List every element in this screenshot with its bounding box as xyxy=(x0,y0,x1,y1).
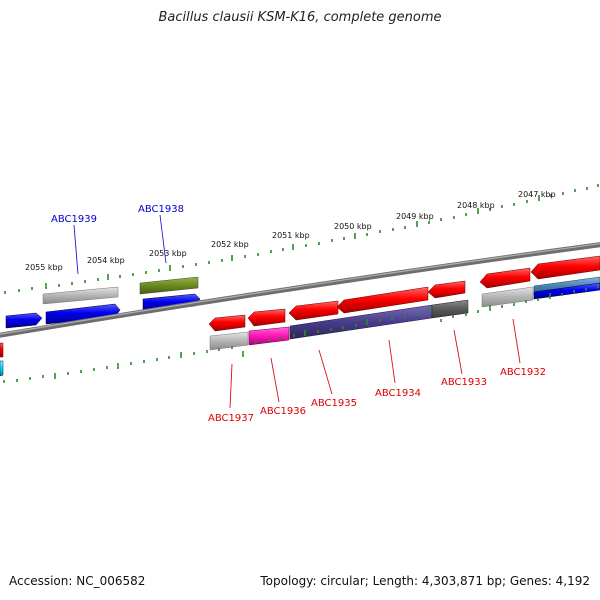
scale-label-2048: 2048 kbp xyxy=(457,201,495,210)
gene-label-abc1939[interactable]: ABC1939 xyxy=(51,214,97,225)
gene-arrow-red-reverse[interactable] xyxy=(336,286,429,314)
scale-label-2047: 2047 kbp xyxy=(518,190,556,199)
gene-arrow-red-reverse[interactable] xyxy=(530,255,600,280)
gene-arrow-grey-forward[interactable] xyxy=(42,286,119,305)
gene-label-abc1933[interactable]: ABC1933 xyxy=(441,377,487,388)
scale-label-2055: 2055 kbp xyxy=(25,263,63,272)
gene-label-abc1937[interactable]: ABC1937 xyxy=(208,413,254,424)
gene-arrow-red-reverse[interactable] xyxy=(247,308,286,327)
accession-text: Accession: NC_006582 xyxy=(9,574,146,588)
inner-tick-ring xyxy=(3,285,599,383)
genome-backbone xyxy=(0,242,600,338)
gene-label-abc1932[interactable]: ABC1932 xyxy=(500,367,546,378)
gene-arrow-olive-forward[interactable] xyxy=(139,276,199,295)
label-leaders-forward xyxy=(73,214,167,275)
gene-label-abc1935[interactable]: ABC1935 xyxy=(311,398,357,409)
gene-label-abc1936[interactable]: ABC1936 xyxy=(260,406,306,417)
scale-label-2050: 2050 kbp xyxy=(334,222,372,231)
gene-arrow-red-reverse[interactable] xyxy=(479,267,531,289)
gene-label-abc1938[interactable]: ABC1938 xyxy=(138,204,184,215)
gene-label-abc1934[interactable]: ABC1934 xyxy=(375,388,421,399)
map-title: Bacillus clausii KSM-K16, complete genom… xyxy=(158,10,442,25)
scale-label-2051: 2051 kbp xyxy=(272,231,310,240)
gene-arrow-red-reverse[interactable] xyxy=(0,342,4,358)
gene-arrow-red-reverse[interactable] xyxy=(427,280,466,299)
gene-arrow-red-reverse[interactable] xyxy=(208,314,246,332)
gene-arrow-red-reverse[interactable] xyxy=(288,300,339,321)
gene-block-magenta[interactable] xyxy=(248,326,290,346)
scale-label-2054: 2054 kbp xyxy=(87,256,125,265)
genome-summary-text: Topology: circular; Length: 4,303,871 bp… xyxy=(260,574,590,588)
scale-label-2053: 2053 kbp xyxy=(149,249,187,258)
outer-tick-ring xyxy=(4,184,599,294)
gene-block-grey[interactable] xyxy=(209,331,249,351)
label-leaders-reverse xyxy=(229,318,521,409)
gene-block-grey[interactable] xyxy=(481,286,534,308)
gene-block-cyan[interactable] xyxy=(0,360,4,377)
scale-label-2052: 2052 kbp xyxy=(211,240,249,249)
scale-label-2049: 2049 kbp xyxy=(396,212,434,221)
gene-block-darkgrey[interactable] xyxy=(431,299,469,319)
gene-arrow-blue-forward[interactable] xyxy=(5,312,43,329)
genome-backbone-highlight xyxy=(0,243,600,335)
